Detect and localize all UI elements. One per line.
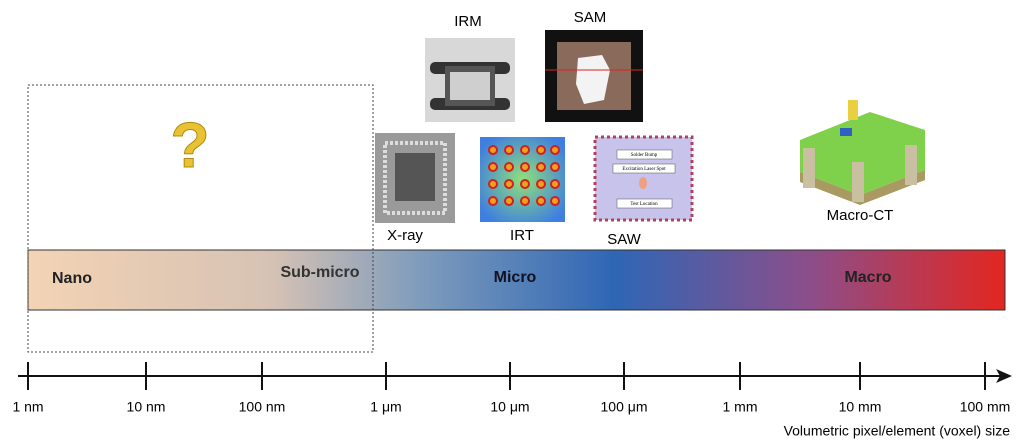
irt-image: [480, 137, 565, 222]
technique-label: SAM: [574, 9, 607, 26]
band-label: Micro: [494, 269, 537, 286]
scale-diagram: ? Nano Sub-micro Micro Macro IRM SAM X-r…: [0, 0, 1017, 443]
axis-tick-label: 10 mm: [839, 399, 882, 415]
axis-tick-label: 1 mm: [723, 399, 758, 415]
saw-annotation: Solder Bump: [631, 153, 658, 158]
axis-title: Volumetric pixel/element (voxel) size: [784, 423, 1011, 439]
saw-annotation: Test Location: [630, 202, 658, 207]
sam-image: [545, 30, 643, 122]
band-label: Nano: [52, 270, 92, 287]
technique-label: IRM: [454, 13, 482, 30]
axis-tick-label: 1 μm: [370, 399, 401, 415]
technique-label: Macro-CT: [827, 207, 894, 224]
axis-tick-label: 100 mm: [960, 399, 1011, 415]
band-label: Macro: [844, 269, 891, 286]
axis-tick-label: 100 nm: [239, 399, 286, 415]
technique-label: SAW: [607, 231, 641, 248]
axis-tick-label: 10 μm: [490, 399, 529, 415]
saw-image: Solder Bump Excitation Laser Spot Test L…: [595, 137, 692, 220]
irm-image: [425, 38, 515, 122]
saw-annotation: Excitation Laser Spot: [622, 167, 666, 172]
axis-tick-label: 10 nm: [127, 399, 166, 415]
technique-label: IRT: [510, 227, 534, 244]
axis-tick-label: 1 nm: [12, 399, 43, 415]
band-label: Sub-micro: [280, 264, 359, 281]
technique-label: X-ray: [387, 227, 423, 244]
question-mark: ?: [170, 109, 209, 181]
axis-tick-label: 100 μm: [601, 399, 648, 415]
xray-image: [375, 133, 455, 223]
macro-ct-image: [800, 100, 925, 205]
